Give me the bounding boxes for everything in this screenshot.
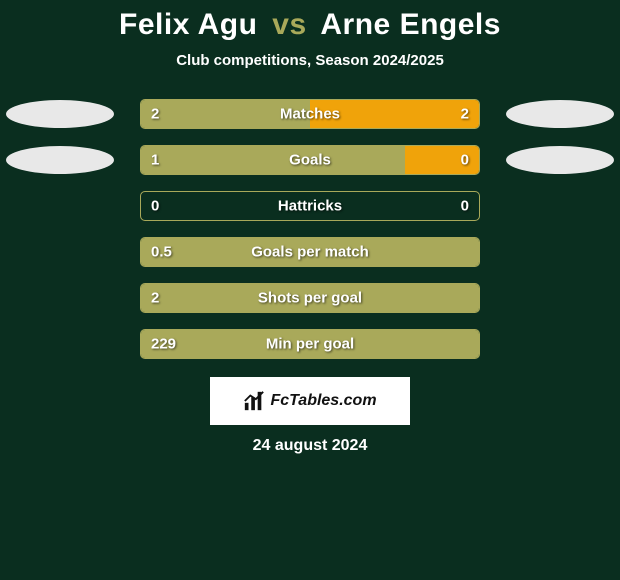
subtitle: Club competitions, Season 2024/2025 — [176, 52, 444, 69]
stat-row: 0.5 Goals per match — [0, 237, 620, 267]
stat-value-left: 2 — [151, 290, 159, 307]
comparison-title: Felix Agu vs Arne Engels — [119, 8, 501, 42]
stat-value-left: 2 — [151, 106, 159, 123]
stat-bar: 2 2 Matches — [140, 99, 480, 129]
stat-bar: 1 0 Goals — [140, 145, 480, 175]
stat-label: Shots per goal — [258, 290, 362, 307]
stat-bar: 229 Min per goal — [140, 329, 480, 359]
stat-value-left: 1 — [151, 152, 159, 169]
stat-bar: 0 0 Hattricks — [140, 191, 480, 221]
logo-box: FcTables.com — [210, 377, 410, 425]
logo-text: FcTables.com — [270, 392, 376, 410]
stat-label: Goals — [289, 152, 331, 169]
bar-left-fill — [141, 146, 405, 174]
stat-value-left: 0 — [151, 198, 159, 215]
stat-value-left: 229 — [151, 336, 176, 353]
player1-oval — [6, 146, 114, 174]
stat-row: 1 0 Goals — [0, 145, 620, 175]
stat-value-right: 0 — [461, 198, 469, 215]
player1-oval — [6, 100, 114, 128]
stat-bar: 0.5 Goals per match — [140, 237, 480, 267]
stat-label: Hattricks — [278, 198, 342, 215]
stat-label: Goals per match — [251, 244, 369, 261]
stat-label: Min per goal — [266, 336, 354, 353]
stat-row: 2 2 Matches — [0, 99, 620, 129]
player2-oval — [506, 100, 614, 128]
stat-row: 0 0 Hattricks — [0, 191, 620, 221]
stat-value-right: 0 — [461, 152, 469, 169]
stat-row: 229 Min per goal — [0, 329, 620, 359]
player2-oval — [506, 146, 614, 174]
vs-label: vs — [272, 8, 306, 41]
stat-value-right: 2 — [461, 106, 469, 123]
chart-icon — [243, 390, 265, 412]
stat-row: 2 Shots per goal — [0, 283, 620, 313]
date-label: 24 august 2024 — [253, 437, 368, 455]
stat-value-left: 0.5 — [151, 244, 172, 261]
stat-bar: 2 Shots per goal — [140, 283, 480, 313]
player2-name: Arne Engels — [320, 8, 501, 41]
stat-label: Matches — [280, 106, 340, 123]
player1-name: Felix Agu — [119, 8, 257, 41]
stats-rows: 2 2 Matches 1 0 Goals 0 0 Hattricks 0.5 Goals per … — [0, 99, 620, 359]
